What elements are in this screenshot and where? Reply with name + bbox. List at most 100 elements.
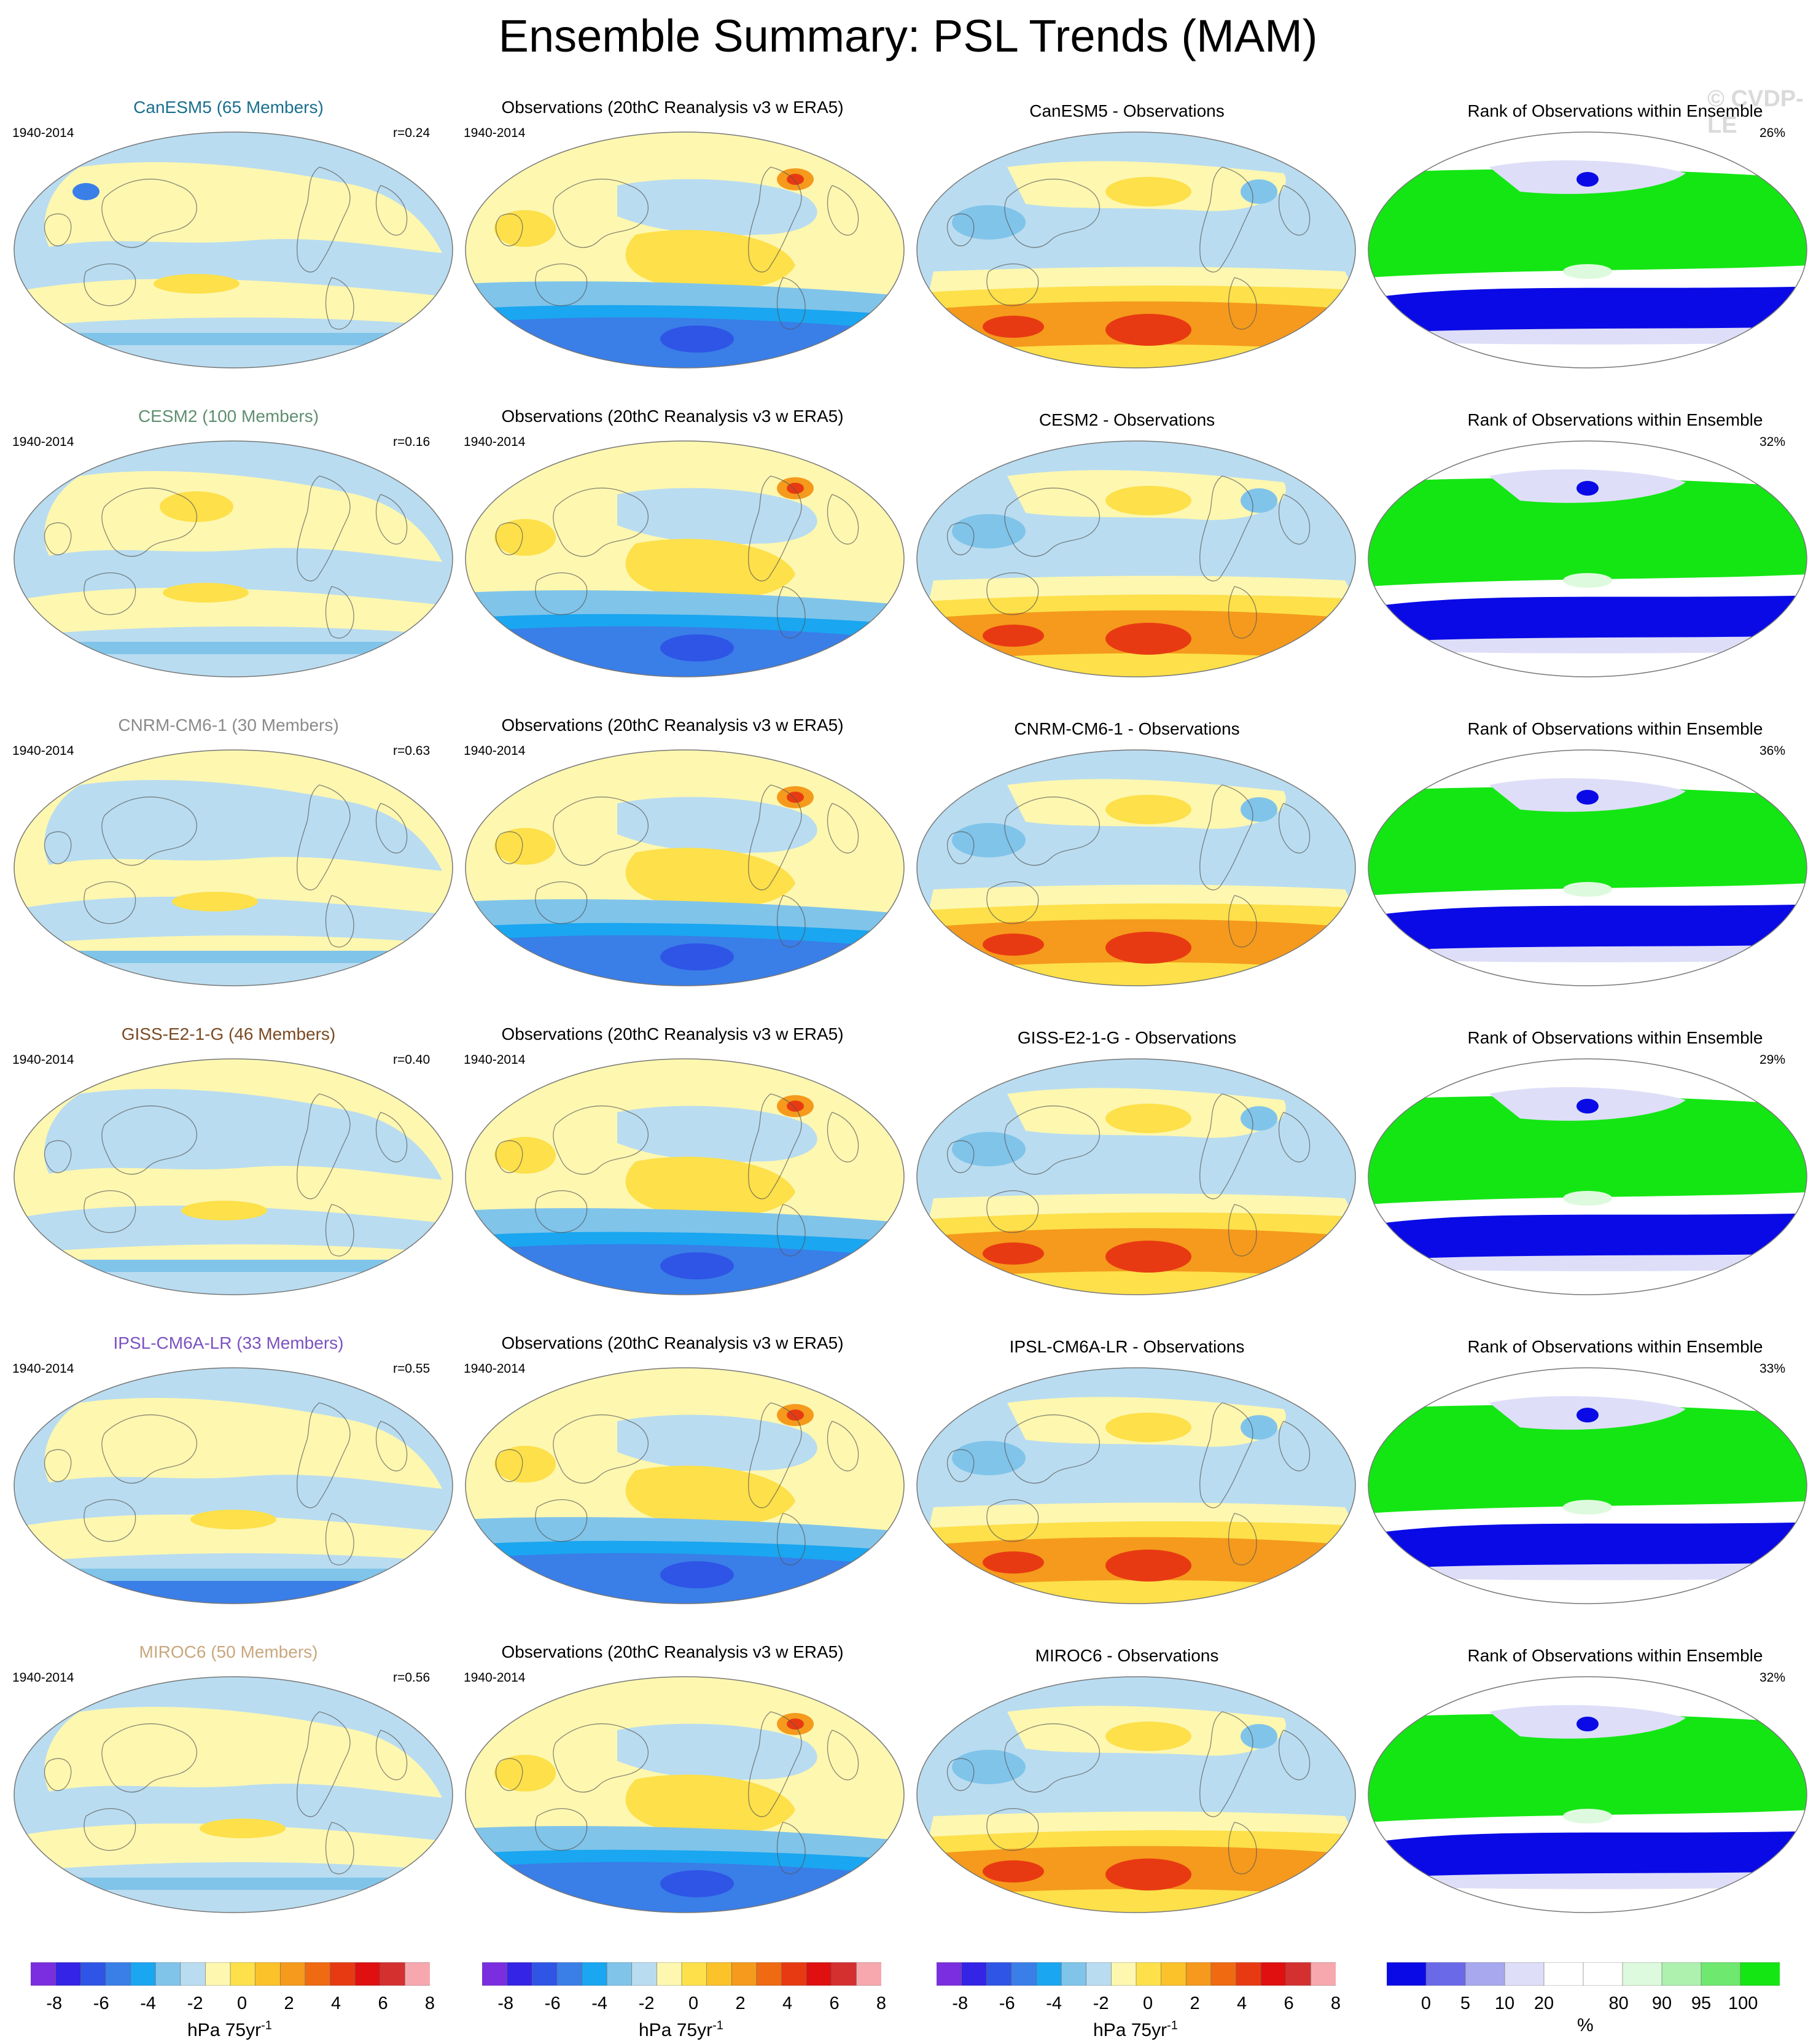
model-map: [12, 439, 454, 679]
correlation-label: r=0.16: [393, 435, 431, 449]
period-label: 1940-2014: [464, 435, 526, 449]
colorbar-swatch: [856, 1962, 881, 1986]
colorbar-tick-label: 0: [688, 1994, 699, 2013]
colorbar-swatch: [1285, 1962, 1312, 1986]
colorbar-swatch: [1583, 1962, 1623, 1986]
colorbar-swatch: [1185, 1962, 1212, 1986]
period-label: 1940-2014: [12, 126, 74, 140]
obs-title: Observations (20thC Reanalysis v3 w ERA5…: [501, 716, 844, 735]
main-title: Ensemble Summary: PSL Trends (MAM): [498, 10, 1318, 61]
colorbar-swatch: [55, 1962, 82, 1986]
colorbar-swatch: [507, 1962, 533, 1986]
obs-title: Observations (20thC Reanalysis v3 w ERA5…: [501, 1642, 844, 1661]
colorbar-swatches: [1387, 1962, 1780, 1986]
model-map: [12, 1675, 454, 1914]
correlation-label: r=0.63: [393, 744, 431, 758]
period-label: 1940-2014: [12, 1053, 74, 1067]
colorbar-tick-label: -2: [1093, 1994, 1109, 2013]
diff-title: CNRM-CM6-1 - Observations: [1014, 719, 1240, 738]
rank-percent: 32%: [1759, 435, 1786, 449]
model-title: CESM2 (100 Members): [138, 407, 319, 426]
obs-title: Observations (20thC Reanalysis v3 w ERA5…: [501, 407, 844, 426]
colorbar-tick-label: -2: [638, 1994, 655, 2013]
colorbar-swatch: [380, 1962, 406, 1986]
colorbar-swatch: [1036, 1962, 1062, 1986]
period-label: 1940-2014: [12, 1671, 74, 1685]
obs-map: [464, 1675, 906, 1914]
colorbar-swatch: [756, 1962, 782, 1986]
rank-map: [1366, 439, 1809, 679]
colorbar-tick-label: 8: [876, 1994, 887, 2013]
colorbar-swatch: [1543, 1962, 1584, 1986]
colorbar-swatch: [706, 1962, 733, 1986]
diff-map: [915, 1366, 1357, 1605]
correlation-label: r=0.56: [393, 1671, 431, 1685]
colorbar-obs: -8 -6 -4 -2 0 2 4 6 8 hPa 75yr-1: [482, 1962, 886, 2040]
colorbar-tick-label: 2: [1190, 1994, 1200, 2013]
colorbar-swatch: [405, 1962, 430, 1986]
colorbar-tick-label: 8: [424, 1994, 435, 2013]
rank-percent: 36%: [1759, 744, 1786, 758]
diff-map: [915, 439, 1357, 679]
colorbar-units: hPa 75yr-1: [187, 2019, 272, 2040]
colorbar-tick-label: 4: [1236, 1994, 1247, 2013]
period-label: 1940-2014: [464, 1053, 526, 1067]
colorbar-tick-label: 6: [1284, 1994, 1294, 2013]
rank-map: [1366, 1057, 1809, 1297]
colorbar-swatch: [330, 1962, 356, 1986]
obs-map: [464, 439, 906, 679]
colorbar-swatch: [1011, 1962, 1037, 1986]
colorbar-swatch: [1701, 1962, 1741, 1986]
colorbar-swatch: [606, 1962, 633, 1986]
colorbar-swatch: [1161, 1962, 1187, 1986]
rank-map: [1366, 1675, 1809, 1914]
rank-percent: 29%: [1759, 1053, 1786, 1067]
colorbar-tick-label: 100: [1728, 1994, 1758, 2013]
colorbar-tick-label: 0: [1420, 1994, 1432, 2013]
colorbar-swatch: [1387, 1962, 1427, 1986]
model-title: CNRM-CM6-1 (30 Members): [118, 716, 339, 735]
colorbar-tick-label: -4: [591, 1994, 608, 2013]
rank-title: Rank of Observations within Ensemble: [1467, 1646, 1763, 1665]
colorbar-swatches: [482, 1962, 881, 1986]
colorbar-units: hPa 75yr-1: [639, 2019, 723, 2040]
period-label: 1940-2014: [464, 1671, 526, 1685]
period-label: 1940-2014: [464, 744, 526, 758]
rank-percent: 33%: [1759, 1362, 1786, 1376]
colorbar-tick-label: -6: [93, 1994, 109, 2013]
period-label: 1940-2014: [464, 1362, 526, 1376]
colorbar-diff: -8 -6 -4 -2 0 2 4 6 8 hPa 75yr-1: [937, 1962, 1341, 2040]
colorbar-swatch: [1622, 1962, 1662, 1986]
diff-map: [915, 748, 1357, 988]
colorbar-tick-label: -4: [140, 1994, 157, 2013]
colorbar-swatch: [279, 1962, 306, 1986]
model-title: MIROC6 (50 Members): [139, 1642, 318, 1661]
colorbar-swatch: [105, 1962, 131, 1986]
colorbar-swatch: [1061, 1962, 1087, 1986]
colorbar-swatch: [1260, 1962, 1287, 1986]
colorbar-swatches: [31, 1962, 430, 1986]
colorbar-swatch: [230, 1962, 256, 1986]
colorbar-swatch: [1504, 1962, 1545, 1986]
obs-title: Observations (20thC Reanalysis v3 w ERA5…: [501, 98, 844, 117]
colorbar-tick-label: 10: [1494, 1994, 1515, 2013]
colorbar-swatch: [354, 1962, 381, 1986]
diff-map: [915, 1675, 1357, 1914]
diff-title: GISS-E2-1-G - Observations: [1017, 1028, 1237, 1047]
colorbar-swatch: [937, 1962, 962, 1986]
colorbar-tick-label: -2: [187, 1994, 203, 2013]
diff-title: CanESM5 - Observations: [1029, 101, 1225, 120]
colorbar-swatch: [180, 1962, 206, 1986]
colorbar-swatch: [1210, 1962, 1237, 1986]
obs-map: [464, 1366, 906, 1605]
colorbar-tick-label: 6: [829, 1994, 840, 2013]
rank-title: Rank of Observations within Ensemble: [1467, 1337, 1763, 1356]
colorbar-tick-label: -6: [544, 1994, 561, 2013]
obs-title: Observations (20thC Reanalysis v3 w ERA5…: [501, 1024, 844, 1043]
colorbar-tick-label: 2: [284, 1994, 294, 2013]
diff-map: [915, 130, 1357, 370]
colorbar-tick-label: 0: [237, 1994, 247, 2013]
diff-map: [915, 1057, 1357, 1297]
correlation-label: r=0.40: [393, 1053, 431, 1067]
colorbar-tick-label: -8: [497, 1994, 514, 2013]
